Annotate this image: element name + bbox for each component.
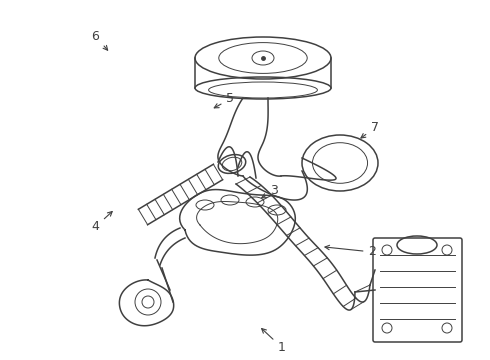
Text: 5: 5 [214,93,234,108]
Text: 4: 4 [92,212,112,233]
Text: 6: 6 [92,30,108,50]
Text: 1: 1 [262,329,286,354]
Text: 7: 7 [361,121,379,138]
Text: 3: 3 [262,184,278,198]
Text: 2: 2 [325,245,376,258]
